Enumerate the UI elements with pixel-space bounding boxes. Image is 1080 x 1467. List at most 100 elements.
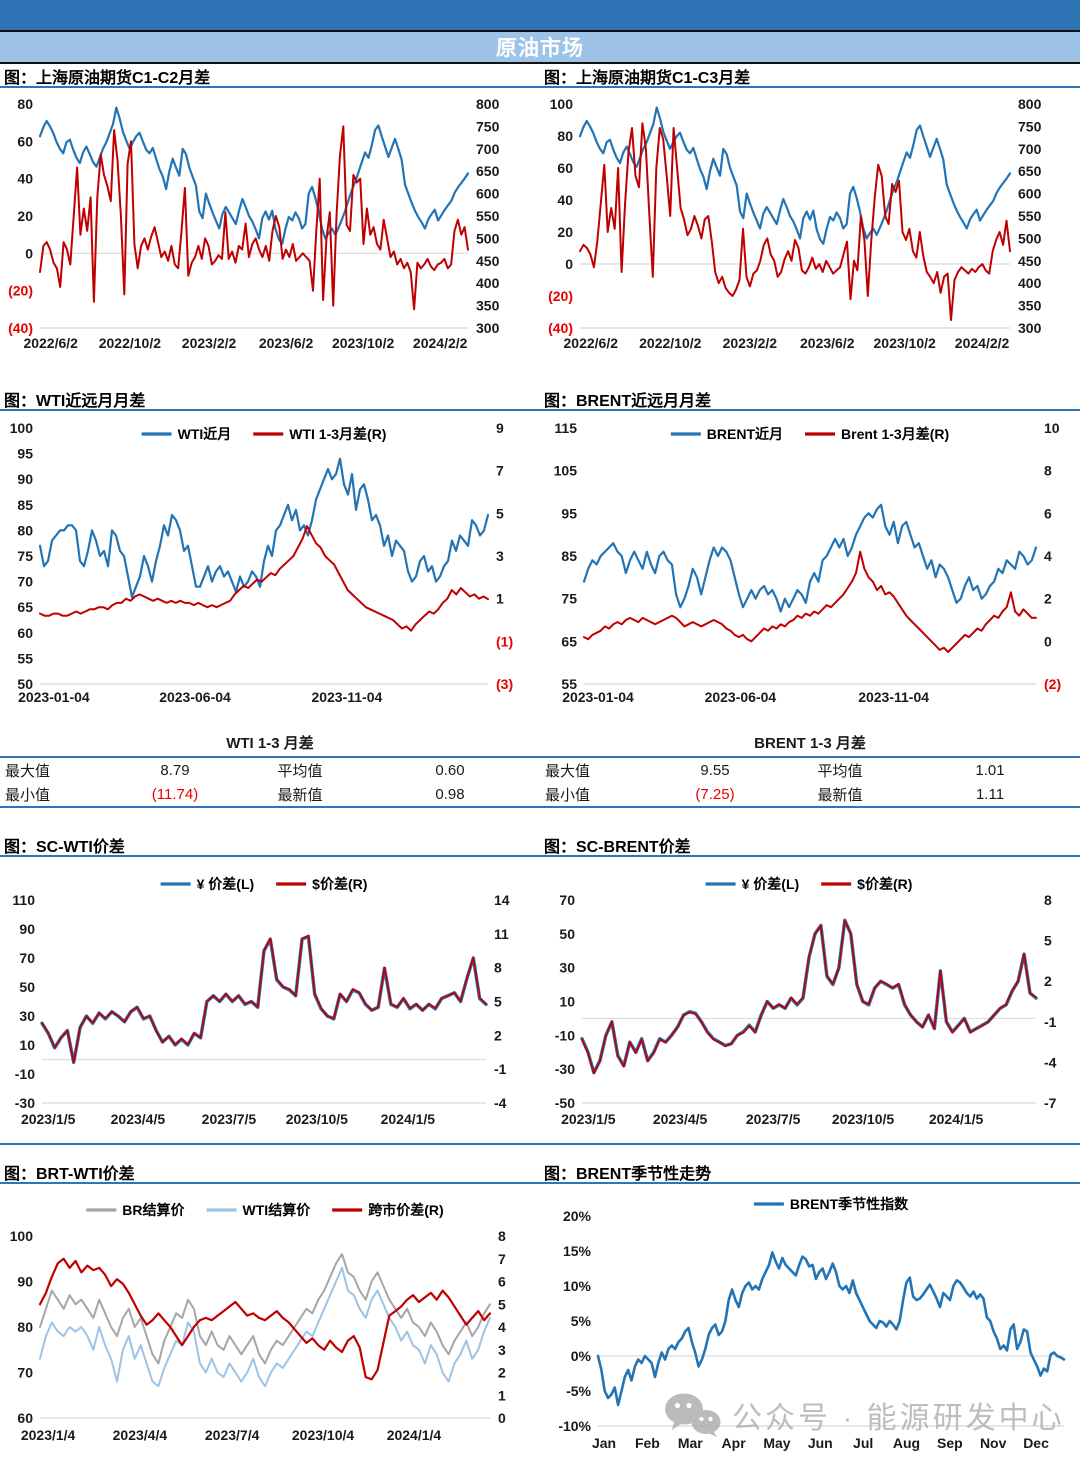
svg-text:WTI结算价: WTI结算价 xyxy=(243,1202,312,1218)
svg-text:Dec: Dec xyxy=(1023,1435,1049,1451)
market-header-band: 原油市场 xyxy=(0,32,1080,64)
svg-text:100: 100 xyxy=(10,1228,34,1244)
svg-text:BR结算价: BR结算价 xyxy=(122,1202,185,1218)
top-bar xyxy=(0,0,1080,32)
svg-text:300: 300 xyxy=(1018,320,1042,336)
svg-text:80: 80 xyxy=(557,128,573,144)
chart-title-brent-spread: 图：BRENT近远月月差 xyxy=(544,393,712,410)
table-title-brent: BRENT 1-3 月差 xyxy=(754,735,866,752)
stat-value: 9.55 xyxy=(700,761,730,779)
svg-text:400: 400 xyxy=(1018,275,1042,291)
svg-text:8: 8 xyxy=(1044,463,1052,479)
svg-text:2023-06-04: 2023-06-04 xyxy=(159,689,231,705)
svg-text:2023/4/4: 2023/4/4 xyxy=(113,1427,168,1443)
svg-text:65: 65 xyxy=(17,599,33,615)
chart-brent-seasonal: 20% 15% 10% 5% 0% -5% -10% Jan Feb Mar Apr May Jun Ju… xyxy=(540,1186,1080,1467)
svg-text:2024/2/2: 2024/2/2 xyxy=(955,335,1010,351)
svg-text:(20): (20) xyxy=(548,288,573,304)
svg-text:2023-11-04: 2023-11-04 xyxy=(858,689,929,705)
table-top-rule xyxy=(0,756,1080,758)
svg-text:WTI 1-3月差(R): WTI 1-3月差(R) xyxy=(289,426,386,442)
chart-sc-wti-spread: 110 90 70 50 30 10 -10 -30 14 11 8 5 2 -1 -4 2023/1/5 20… xyxy=(0,858,538,1146)
stat-label: 最新值 xyxy=(817,786,863,804)
watermark: 公众号 · 能源研发中心 xyxy=(664,1392,1065,1438)
svg-text:65: 65 xyxy=(561,633,577,649)
chart-title-brent-seasonal: 图：BRENT季节性走势 xyxy=(544,1166,712,1183)
svg-text:BRENT季节性指数: BRENT季节性指数 xyxy=(790,1196,909,1212)
svg-text:20%: 20% xyxy=(563,1208,592,1224)
svg-text:(40): (40) xyxy=(548,320,573,336)
svg-text:550: 550 xyxy=(476,208,500,224)
svg-text:0: 0 xyxy=(565,256,573,272)
svg-text:20: 20 xyxy=(557,224,573,240)
svg-text:450: 450 xyxy=(476,253,500,269)
svg-text:600: 600 xyxy=(1018,186,1042,202)
svg-text:2023/2/2: 2023/2/2 xyxy=(182,335,237,351)
svg-text:70: 70 xyxy=(17,1365,33,1381)
svg-text:11: 11 xyxy=(494,926,509,942)
svg-text:-4: -4 xyxy=(494,1095,507,1111)
table-row: 最大值 8.79 平均值 0.60 最大值 9.55 平均值 1.01 xyxy=(0,758,1080,782)
svg-text:20: 20 xyxy=(17,208,33,224)
svg-text:7: 7 xyxy=(496,463,504,479)
svg-text:800: 800 xyxy=(1018,96,1042,112)
svg-text:2022/10/2: 2022/10/2 xyxy=(99,335,161,351)
svg-text:-30: -30 xyxy=(15,1095,35,1111)
svg-text:2023-06-04: 2023-06-04 xyxy=(705,689,777,705)
svg-text:90: 90 xyxy=(17,1274,33,1290)
svg-text:¥ 价差(L): ¥ 价差(L) xyxy=(197,876,255,892)
svg-text:2023-01-04: 2023-01-04 xyxy=(562,689,634,705)
svg-text:-7: -7 xyxy=(1044,1095,1057,1111)
chart-brent-month-spread: 115 105 95 85 75 65 55 10 8 6 4 2 0 (2) 2023-01-04 2023… xyxy=(540,412,1080,719)
svg-text:750: 750 xyxy=(1018,118,1042,134)
svg-text:15%: 15% xyxy=(563,1243,592,1259)
svg-text:90: 90 xyxy=(19,921,35,937)
stat-label: 平均值 xyxy=(817,762,863,780)
chart-sc-c1c2-spread: 80 60 40 20 0 (20) (40) 800 750 700 650 600 550 500 45… xyxy=(0,90,538,373)
page-title: 原油市场 xyxy=(496,37,584,60)
svg-text:2024/1/5: 2024/1/5 xyxy=(381,1111,436,1127)
stat-value: 0.60 xyxy=(435,761,465,779)
svg-text:4: 4 xyxy=(498,1319,506,1335)
svg-text:跨市价差(R): 跨市价差(R) xyxy=(368,1202,443,1218)
svg-text:2023/1/5: 2023/1/5 xyxy=(561,1111,616,1127)
svg-text:115: 115 xyxy=(554,420,577,436)
stat-value: 8.79 xyxy=(160,761,190,779)
svg-text:100: 100 xyxy=(10,420,34,436)
svg-text:85: 85 xyxy=(17,497,33,513)
svg-text:1: 1 xyxy=(496,591,504,607)
svg-text:2: 2 xyxy=(1044,591,1052,607)
svg-text:350: 350 xyxy=(1018,298,1042,314)
svg-text:0: 0 xyxy=(498,1410,506,1426)
svg-text:95: 95 xyxy=(561,505,577,521)
svg-text:2: 2 xyxy=(498,1365,506,1381)
svg-text:(1): (1) xyxy=(496,633,513,649)
chart-title-wti-spread: 图：WTI近远月月差 xyxy=(4,393,146,410)
svg-text:Mar: Mar xyxy=(678,1435,703,1451)
svg-text:0: 0 xyxy=(25,245,33,261)
divider-row1 xyxy=(0,86,1080,88)
stat-label: 最大值 xyxy=(5,762,51,780)
svg-text:105: 105 xyxy=(554,463,578,479)
svg-text:14: 14 xyxy=(494,892,510,908)
svg-text:30: 30 xyxy=(19,1008,35,1024)
svg-text:600: 600 xyxy=(476,186,500,202)
svg-text:-10: -10 xyxy=(555,1027,575,1043)
svg-text:500: 500 xyxy=(476,230,500,246)
svg-text:80: 80 xyxy=(17,1319,33,1335)
svg-text:70: 70 xyxy=(559,892,575,908)
svg-text:8: 8 xyxy=(494,960,502,976)
svg-text:750: 750 xyxy=(476,118,500,134)
svg-text:3: 3 xyxy=(496,548,504,564)
svg-text:70: 70 xyxy=(19,950,35,966)
svg-text:-5%: -5% xyxy=(566,1383,591,1399)
svg-text:Nov: Nov xyxy=(980,1435,1007,1451)
svg-text:60: 60 xyxy=(557,160,573,176)
chart-wti-month-spread: 100 95 90 85 80 75 70 65 60 55 50 9 7 5 3 1 (1) (3) 2023-0… xyxy=(0,412,538,719)
svg-text:May: May xyxy=(763,1435,790,1451)
svg-text:$价差(R): $价差(R) xyxy=(312,876,367,892)
svg-text:-10: -10 xyxy=(15,1066,35,1082)
svg-text:(2): (2) xyxy=(1044,676,1061,692)
svg-text:-50: -50 xyxy=(555,1095,575,1111)
svg-text:2022/6/2: 2022/6/2 xyxy=(564,335,619,351)
